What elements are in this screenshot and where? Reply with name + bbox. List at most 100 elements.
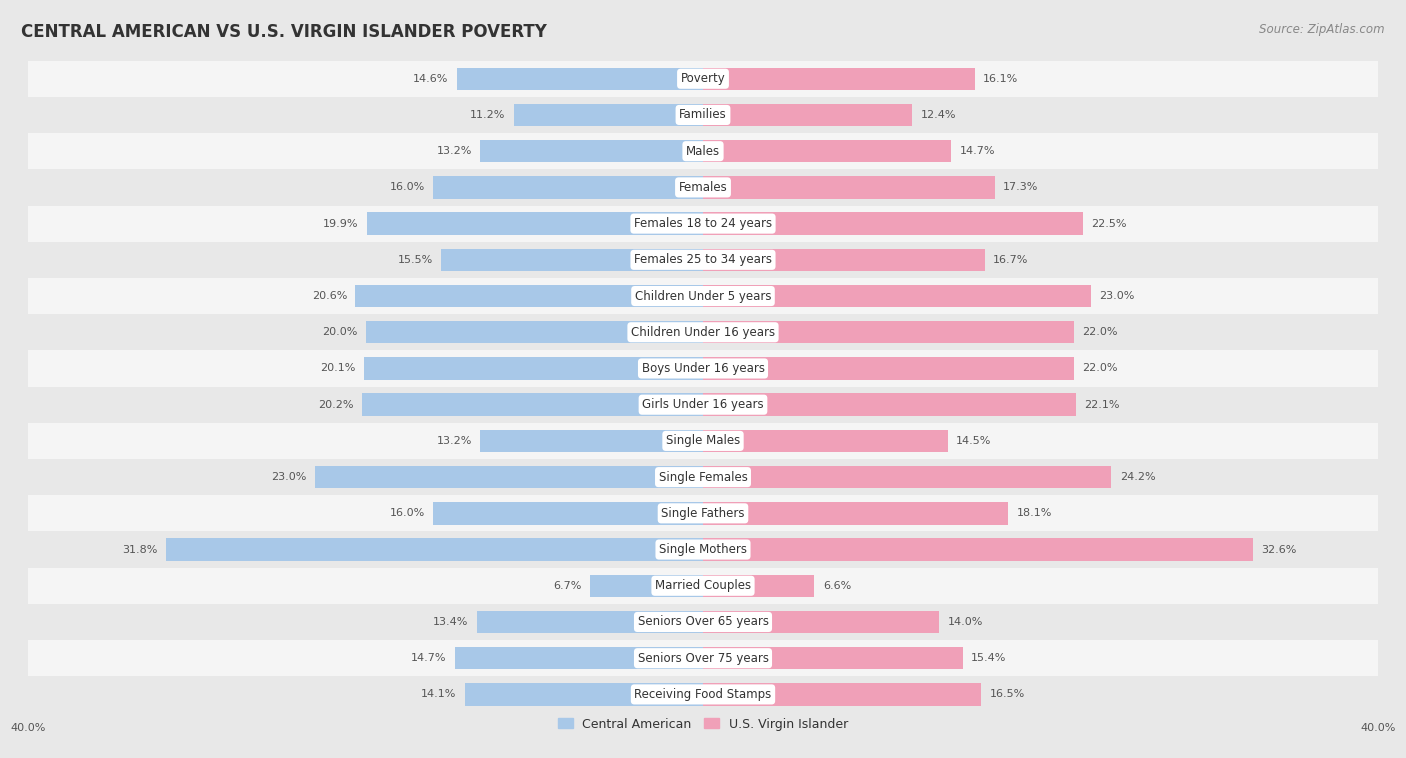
Bar [591, 575, 703, 597]
Text: 14.6%: 14.6% [413, 74, 449, 83]
Text: 20.6%: 20.6% [312, 291, 347, 301]
Text: Females 18 to 24 years: Females 18 to 24 years [634, 217, 772, 230]
Text: 23.0%: 23.0% [271, 472, 307, 482]
Bar [703, 683, 981, 706]
Text: 6.6%: 6.6% [823, 581, 851, 590]
Bar [703, 502, 1008, 525]
Text: 19.9%: 19.9% [323, 218, 359, 229]
Text: Single Mothers: Single Mothers [659, 543, 747, 556]
Bar [28, 676, 1378, 713]
Text: 11.2%: 11.2% [470, 110, 506, 120]
Bar [28, 314, 1378, 350]
Bar [477, 611, 703, 633]
Text: 16.7%: 16.7% [993, 255, 1029, 265]
Text: CENTRAL AMERICAN VS U.S. VIRGIN ISLANDER POVERTY: CENTRAL AMERICAN VS U.S. VIRGIN ISLANDER… [21, 23, 547, 41]
Text: Females 25 to 34 years: Females 25 to 34 years [634, 253, 772, 266]
Text: Children Under 16 years: Children Under 16 years [631, 326, 775, 339]
Bar [481, 140, 703, 162]
Text: 22.1%: 22.1% [1084, 399, 1119, 409]
Text: 16.0%: 16.0% [389, 509, 425, 518]
Bar [703, 67, 974, 90]
Bar [703, 575, 814, 597]
Text: 13.4%: 13.4% [433, 617, 468, 627]
Text: Seniors Over 75 years: Seniors Over 75 years [637, 652, 769, 665]
Bar [703, 104, 912, 126]
Text: Females: Females [679, 181, 727, 194]
Text: 16.0%: 16.0% [389, 183, 425, 193]
Bar [28, 604, 1378, 640]
Text: Single Fathers: Single Fathers [661, 507, 745, 520]
Legend: Central American, U.S. Virgin Islander: Central American, U.S. Virgin Islander [553, 713, 853, 735]
Bar [703, 393, 1076, 416]
Text: 17.3%: 17.3% [1004, 183, 1039, 193]
Bar [28, 640, 1378, 676]
Text: 22.0%: 22.0% [1083, 364, 1118, 374]
Bar [28, 97, 1378, 133]
Bar [28, 495, 1378, 531]
Bar [433, 176, 703, 199]
Text: 14.7%: 14.7% [959, 146, 995, 156]
Text: Boys Under 16 years: Boys Under 16 years [641, 362, 765, 375]
Text: 13.2%: 13.2% [436, 436, 472, 446]
Bar [28, 205, 1378, 242]
Bar [28, 133, 1378, 169]
Text: 20.1%: 20.1% [321, 364, 356, 374]
Bar [703, 321, 1074, 343]
Bar [28, 568, 1378, 604]
Text: 31.8%: 31.8% [122, 544, 157, 555]
Bar [703, 538, 1253, 561]
Text: Children Under 5 years: Children Under 5 years [634, 290, 772, 302]
Bar [703, 249, 984, 271]
Bar [433, 502, 703, 525]
Text: 20.2%: 20.2% [318, 399, 354, 409]
Bar [515, 104, 703, 126]
Text: Single Males: Single Males [666, 434, 740, 447]
Text: 22.5%: 22.5% [1091, 218, 1126, 229]
Text: Single Females: Single Females [658, 471, 748, 484]
Bar [28, 278, 1378, 314]
Text: 22.0%: 22.0% [1083, 327, 1118, 337]
Bar [28, 169, 1378, 205]
Bar [28, 531, 1378, 568]
Text: Families: Families [679, 108, 727, 121]
Bar [28, 61, 1378, 97]
Bar [457, 67, 703, 90]
Bar [703, 430, 948, 452]
Bar [441, 249, 703, 271]
Text: 14.0%: 14.0% [948, 617, 983, 627]
Text: Males: Males [686, 145, 720, 158]
Bar [367, 212, 703, 235]
Bar [356, 285, 703, 307]
Bar [363, 393, 703, 416]
Bar [28, 242, 1378, 278]
Text: 12.4%: 12.4% [921, 110, 956, 120]
Text: Poverty: Poverty [681, 72, 725, 85]
Bar [166, 538, 703, 561]
Bar [481, 430, 703, 452]
Text: Married Couples: Married Couples [655, 579, 751, 592]
Bar [703, 647, 963, 669]
Text: 18.1%: 18.1% [1017, 509, 1052, 518]
Bar [703, 140, 950, 162]
Text: Girls Under 16 years: Girls Under 16 years [643, 398, 763, 411]
Text: 14.1%: 14.1% [422, 690, 457, 700]
Text: 14.7%: 14.7% [411, 653, 447, 663]
Text: 15.4%: 15.4% [972, 653, 1007, 663]
Text: 23.0%: 23.0% [1099, 291, 1135, 301]
Text: 16.1%: 16.1% [983, 74, 1018, 83]
Text: Receiving Food Stamps: Receiving Food Stamps [634, 688, 772, 701]
Text: 32.6%: 32.6% [1261, 544, 1296, 555]
Bar [315, 466, 703, 488]
Bar [456, 647, 703, 669]
Bar [28, 423, 1378, 459]
Text: 13.2%: 13.2% [436, 146, 472, 156]
Bar [465, 683, 703, 706]
Bar [703, 212, 1083, 235]
Bar [703, 611, 939, 633]
Bar [28, 459, 1378, 495]
Bar [366, 321, 703, 343]
Bar [703, 357, 1074, 380]
Bar [28, 350, 1378, 387]
Text: 24.2%: 24.2% [1119, 472, 1156, 482]
Text: Seniors Over 65 years: Seniors Over 65 years [637, 615, 769, 628]
